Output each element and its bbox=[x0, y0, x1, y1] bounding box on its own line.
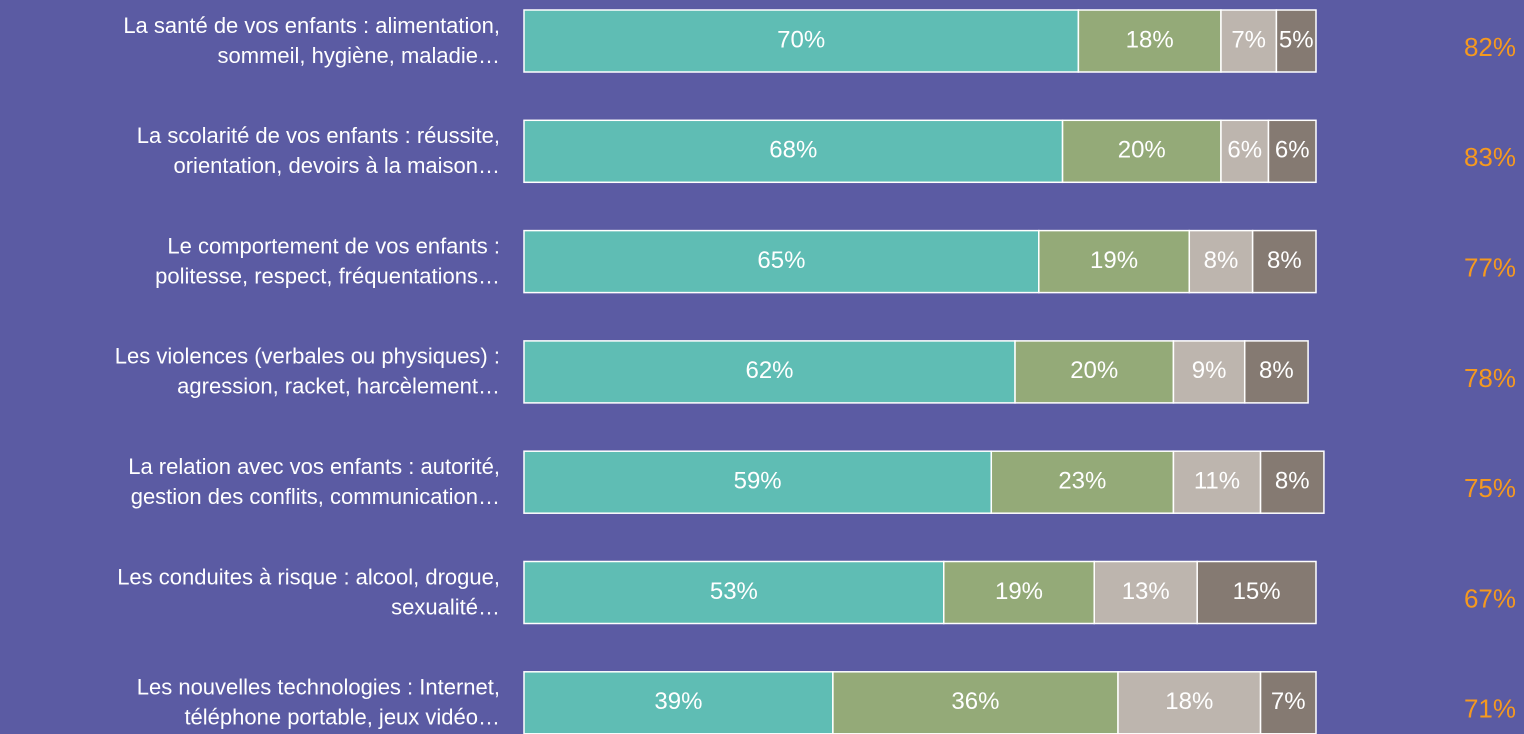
value-label: 8% bbox=[1275, 468, 1310, 495]
value-label: 8% bbox=[1267, 247, 1302, 274]
value-label: 8% bbox=[1204, 247, 1239, 274]
bar-segment bbox=[1196, 560, 1317, 625]
bar-segment bbox=[1220, 119, 1270, 184]
value-label: 23% bbox=[1058, 468, 1106, 495]
bar-segment bbox=[1267, 119, 1317, 184]
value-label: 39% bbox=[654, 688, 702, 715]
value-label: 5% bbox=[1279, 26, 1314, 53]
bar-segment bbox=[1275, 9, 1317, 73]
value-label: 20% bbox=[1118, 137, 1166, 164]
bar-segment bbox=[1243, 340, 1309, 404]
bar-segment bbox=[1259, 450, 1325, 514]
category-label: La scolarité de vos enfants : réussite, bbox=[137, 123, 500, 148]
category-label: Le comportement de vos enfants : bbox=[167, 233, 500, 258]
value-label: 36% bbox=[951, 688, 999, 715]
value-label: 15% bbox=[1233, 578, 1281, 605]
value-label: 65% bbox=[757, 247, 805, 274]
bar-segment bbox=[990, 450, 1175, 514]
value-label: 11% bbox=[1194, 468, 1240, 495]
bar-segment bbox=[523, 119, 1064, 184]
value-label: 18% bbox=[1126, 26, 1174, 53]
bar-segment bbox=[1093, 560, 1198, 625]
bar-segment bbox=[1172, 450, 1262, 514]
value-label: 6% bbox=[1227, 137, 1262, 164]
side-value: 75% bbox=[1464, 473, 1516, 503]
value-label: 9% bbox=[1192, 357, 1227, 384]
value-label: 7% bbox=[1271, 688, 1306, 715]
category-label: politesse, respect, fréquentations… bbox=[155, 263, 500, 288]
bar-segment bbox=[523, 229, 1040, 294]
side-value: 83% bbox=[1464, 142, 1516, 172]
bar-segment bbox=[523, 560, 945, 625]
bar-segment bbox=[943, 560, 1095, 625]
value-label: 18% bbox=[1165, 688, 1213, 715]
bar-segment bbox=[1077, 9, 1222, 73]
category-label: agression, racket, harcèlement… bbox=[177, 374, 500, 399]
bar-segment bbox=[1259, 671, 1317, 734]
bar-segment bbox=[523, 9, 1080, 73]
bar-segment bbox=[523, 450, 993, 514]
side-value: 71% bbox=[1464, 694, 1516, 724]
bar-segment bbox=[1220, 9, 1278, 73]
value-label: 19% bbox=[1090, 247, 1138, 274]
bar-segment bbox=[523, 671, 834, 734]
bar-segment bbox=[1117, 671, 1262, 734]
value-label: 70% bbox=[777, 26, 825, 53]
category-label: sexualité… bbox=[391, 594, 500, 619]
value-label: 8% bbox=[1259, 357, 1294, 384]
side-value: 78% bbox=[1464, 363, 1516, 393]
value-label: 7% bbox=[1231, 26, 1266, 53]
category-label: Les conduites à risque : alcool, drogue, bbox=[117, 564, 500, 589]
category-label: La relation avec vos enfants : autorité, bbox=[128, 454, 500, 479]
bar-segment bbox=[1014, 340, 1175, 404]
bar-segment bbox=[1061, 119, 1222, 184]
bar-segment bbox=[1251, 229, 1317, 294]
category-label: orientation, devoirs à la maison… bbox=[174, 153, 501, 178]
side-value: 77% bbox=[1464, 252, 1516, 282]
value-label: 62% bbox=[745, 357, 793, 384]
value-label: 68% bbox=[769, 137, 817, 164]
value-label: 53% bbox=[710, 578, 758, 605]
side-value: 82% bbox=[1464, 32, 1516, 62]
category-label: La santé de vos enfants : alimentation, bbox=[123, 13, 500, 38]
side-value: 67% bbox=[1464, 583, 1516, 613]
value-label: 20% bbox=[1070, 357, 1118, 384]
value-label: 19% bbox=[995, 578, 1043, 605]
category-label: Les violences (verbales ou physiques) : bbox=[115, 344, 500, 369]
bar-segment bbox=[1038, 229, 1191, 294]
category-label: sommeil, hygiène, maladie… bbox=[218, 43, 500, 68]
category-label: Les nouvelles technologies : Internet, bbox=[137, 675, 500, 700]
value-label: 6% bbox=[1275, 137, 1310, 164]
category-label: téléphone portable, jeux vidéo… bbox=[184, 705, 500, 730]
category-label: gestion des conflits, communication… bbox=[131, 484, 500, 509]
value-label: 59% bbox=[734, 468, 782, 495]
bar-segment bbox=[523, 340, 1016, 404]
value-label: 13% bbox=[1122, 578, 1170, 605]
